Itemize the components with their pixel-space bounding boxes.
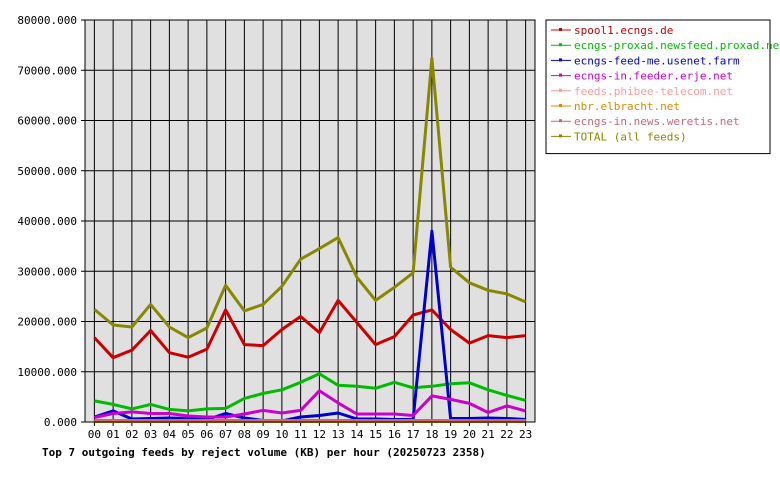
x-tick-label: 22 xyxy=(500,428,513,441)
legend-marker xyxy=(559,73,562,77)
y-tick-label: 20000.000 xyxy=(17,316,77,329)
y-tick-label: 10000.000 xyxy=(17,366,77,379)
x-tick-label: 21 xyxy=(482,428,495,441)
x-tick-label: 09 xyxy=(257,428,270,441)
x-tick-label: 08 xyxy=(238,428,251,441)
legend-entry: TOTAL (all feeds) xyxy=(574,130,687,143)
series-line xyxy=(94,372,526,413)
chart-title: Top 7 outgoing feeds by reject volume (K… xyxy=(42,446,486,459)
y-tick-label: 30000.000 xyxy=(17,265,77,278)
x-tick-label: 12 xyxy=(313,428,326,441)
legend-marker xyxy=(559,104,562,107)
x-tick-label: 02 xyxy=(125,428,138,441)
legend-entry: nbr.elbracht.net xyxy=(574,100,680,113)
x-tick-label: 05 xyxy=(182,428,195,441)
x-tick-label: 10 xyxy=(275,428,288,441)
x-tick-label: 17 xyxy=(407,428,420,441)
x-tick-label: 23 xyxy=(519,428,532,441)
legend-entry: ecngs-feed-me.usenet.farm xyxy=(574,54,740,67)
legend-entry: ecngs-proxad.newsfeed.proxad.net xyxy=(574,39,780,52)
y-axis: 0.000 10000.000 20000.000 30000.000 40000.00… xyxy=(17,14,85,429)
legend-entry: ecngs-in.news.weretis.net xyxy=(574,115,740,128)
y-tick-label: 0.000 xyxy=(44,416,77,429)
y-tick-label: 60000.000 xyxy=(17,115,77,128)
legend-marker xyxy=(559,28,562,31)
x-tick-label: 20 xyxy=(463,428,476,441)
legend-marker xyxy=(559,43,562,47)
legend-entry: feeds.phibee-telecom.net xyxy=(574,85,733,98)
y-tick-label: 70000.000 xyxy=(17,64,77,77)
x-tick-label: 06 xyxy=(200,428,213,441)
legend-marker xyxy=(559,134,562,138)
x-tick-label: 15 xyxy=(369,428,382,441)
x-tick-label: 11 xyxy=(294,428,307,441)
series-line xyxy=(93,298,526,360)
series-line xyxy=(93,56,527,340)
legend-marker xyxy=(559,58,562,62)
legend-entry: ecngs-in.feeder.erje.net xyxy=(574,70,733,83)
legend-marker xyxy=(559,88,562,92)
legend-marker xyxy=(559,119,562,123)
series-line xyxy=(94,389,526,419)
legend-box xyxy=(545,19,771,155)
x-tick-label: 03 xyxy=(144,428,157,441)
x-tick-label: 16 xyxy=(388,428,401,441)
x-tick-label: 07 xyxy=(219,428,232,441)
x-tick-label: 13 xyxy=(332,428,345,441)
x-tick-label: 01 xyxy=(107,428,120,441)
x-tick-label: 14 xyxy=(350,428,364,441)
series-line xyxy=(93,229,526,423)
x-axis: 00 01 02 03 04 05 06 07 08 09 10 11 12 13 14 15 16 17 18 19… xyxy=(88,422,532,441)
y-tick-label: 50000.000 xyxy=(17,165,77,178)
x-tick-label: 00 xyxy=(88,428,101,441)
legend: spool1.ecngs.de ecngs-proxad.newsfeed.pro… xyxy=(545,19,780,155)
legend-entry: spool1.ecngs.de xyxy=(574,24,673,37)
x-tick-label: 04 xyxy=(163,428,177,441)
series-lines xyxy=(93,56,527,423)
x-tick-label: 18 xyxy=(425,428,438,441)
y-tick-label: 80000.000 xyxy=(17,14,77,27)
x-tick-label: 19 xyxy=(444,428,457,441)
y-tick-label: 40000.000 xyxy=(17,215,77,228)
